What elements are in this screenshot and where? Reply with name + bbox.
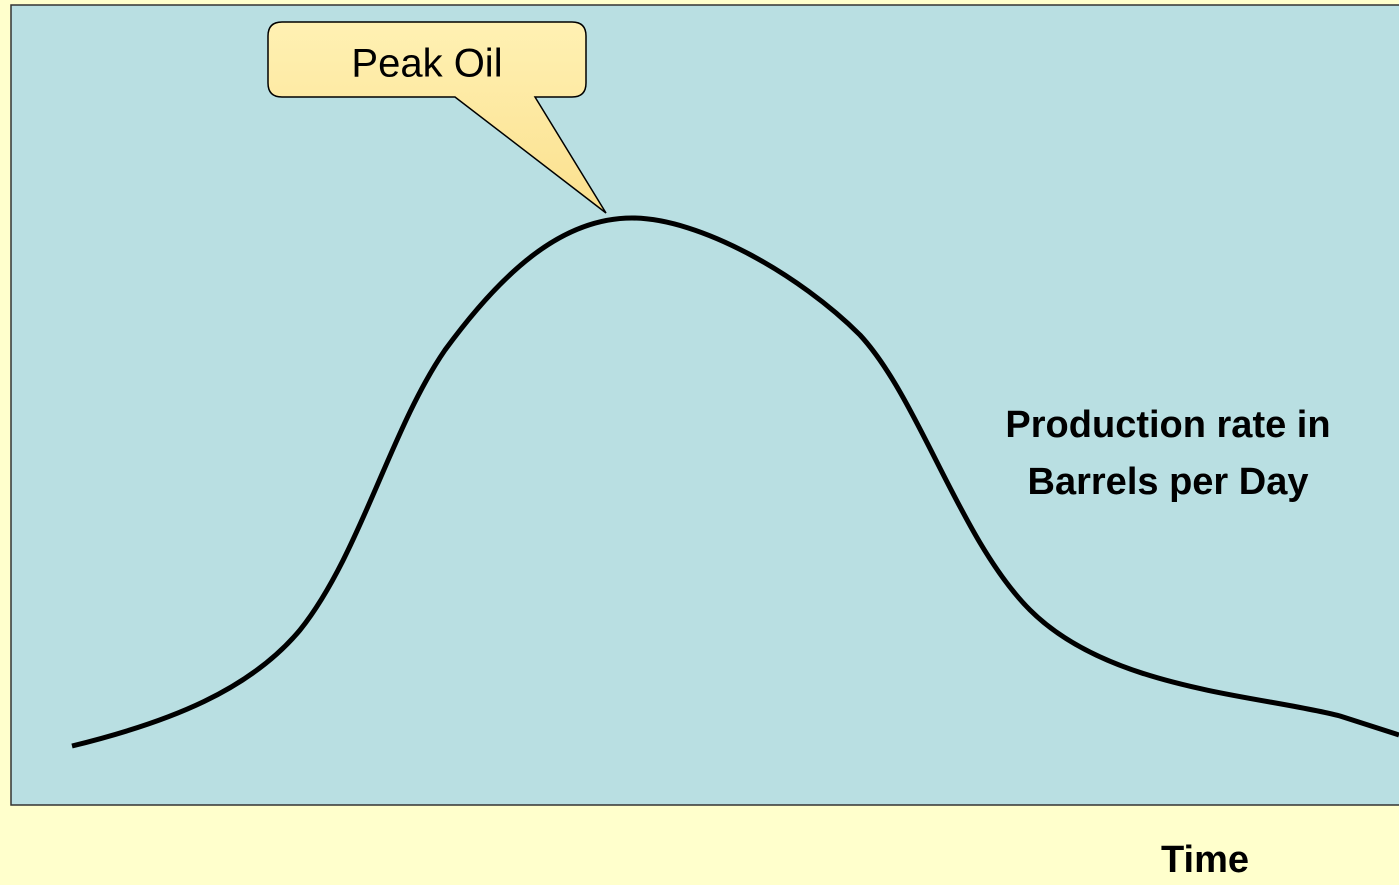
- production-curve: [71, 215, 1399, 749]
- callout-text: Peak Oil: [351, 42, 502, 86]
- curve-label-line: Production rate in: [1005, 404, 1330, 446]
- time-label: Time: [1161, 839, 1249, 881]
- plot-panel: [10, 4, 1399, 806]
- callout-bubble: [267, 21, 607, 214]
- curve-label-line: Barrels per Day: [1028, 461, 1309, 503]
